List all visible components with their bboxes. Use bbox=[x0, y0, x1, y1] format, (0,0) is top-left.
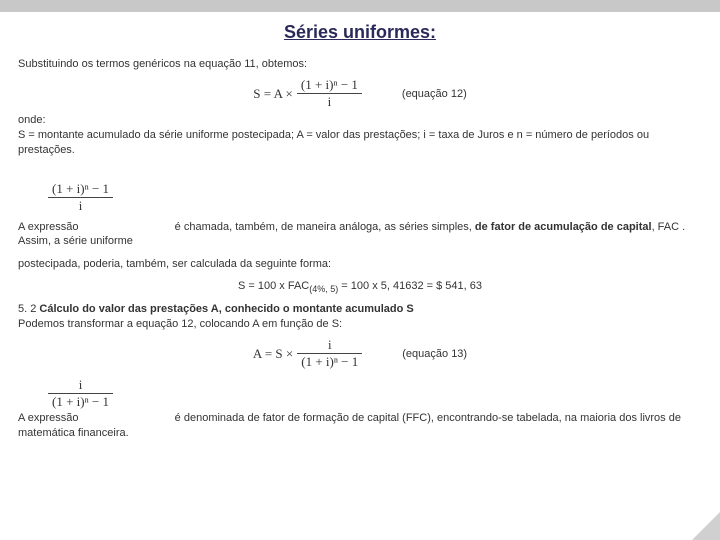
equation-13: A = S × i (1 + i)ⁿ − 1 (equação 13) bbox=[18, 338, 702, 370]
eq12-prefix: S = A × bbox=[253, 86, 293, 102]
eq12-den: i bbox=[297, 94, 362, 109]
onde-label: onde: bbox=[18, 114, 46, 126]
ffc-fraction-standalone: i (1 + i)ⁿ − 1 bbox=[48, 378, 113, 410]
eq13-prefix: A = S × bbox=[253, 346, 293, 362]
slide-content: Séries uniformes: Substituindo os termos… bbox=[0, 12, 720, 457]
ffc-tail: é denominada de fator de formação de cap… bbox=[18, 412, 681, 439]
fac-den: i bbox=[48, 198, 113, 213]
section52-num: 5. 2 bbox=[18, 303, 36, 315]
eq12-fraction: (1 + i)ⁿ − 1 i bbox=[297, 78, 362, 110]
onde-block: onde: S = montante acumulado da série un… bbox=[18, 113, 702, 158]
ffc-num: i bbox=[48, 378, 113, 394]
eq13-num: i bbox=[297, 338, 362, 354]
page-title: Séries uniformes: bbox=[18, 22, 702, 43]
calc-line: S = 100 x FAC(4%, 5) = 100 x 5, 41632 = … bbox=[18, 280, 702, 294]
eq12-num: (1 + i)ⁿ − 1 bbox=[297, 78, 362, 94]
section52-title: Cálculo do valor das prestações A, conhe… bbox=[39, 303, 413, 315]
fac-sentence: A expressão é chamada, também, de maneir… bbox=[18, 220, 702, 250]
fac-bold: de fator de acumulação de capital bbox=[475, 221, 652, 233]
eq13-expression: A = S × i (1 + i)ⁿ − 1 bbox=[253, 338, 362, 370]
eq13-den: (1 + i)ⁿ − 1 bbox=[297, 354, 362, 369]
equation-12: S = A × (1 + i)ⁿ − 1 i (equação 12) bbox=[18, 78, 702, 110]
fac-lead: A expressão bbox=[18, 221, 79, 233]
ffc-den: (1 + i)ⁿ − 1 bbox=[48, 394, 113, 409]
eq12-label: (equação 12) bbox=[402, 88, 467, 100]
page-corner-fold-icon bbox=[692, 512, 720, 540]
fac-tail-a: é chamada, também, de maneira análoga, a… bbox=[175, 221, 472, 233]
fac-fraction-standalone: (1 + i)ⁿ − 1 i bbox=[48, 182, 113, 214]
eq13-label: (equação 13) bbox=[402, 348, 467, 360]
intro-text: Substituindo os termos genéricos na equa… bbox=[18, 57, 702, 72]
fac-num: (1 + i)ⁿ − 1 bbox=[48, 182, 113, 198]
section52-body: Podemos transformar a equação 12, coloca… bbox=[18, 318, 342, 330]
eq13-fraction: i (1 + i)ⁿ − 1 bbox=[297, 338, 362, 370]
eq12-expression: S = A × (1 + i)ⁿ − 1 i bbox=[253, 78, 362, 110]
ffc-sentence: A expressão é denominada de fator de for… bbox=[18, 411, 702, 441]
section-5-2: 5. 2 Cálculo do valor das prestações A, … bbox=[18, 302, 702, 332]
postecipada-text: postecipada, poderia, também, ser calcul… bbox=[18, 257, 702, 272]
onde-text: S = montante acumulado da série uniforme… bbox=[18, 129, 649, 156]
slide-top-bar bbox=[0, 0, 720, 12]
fac-expression-line: (1 + i)ⁿ − 1 i bbox=[18, 182, 702, 218]
ffc-expression-line: i (1 + i)ⁿ − 1 bbox=[18, 378, 702, 410]
ffc-lead: A expressão bbox=[18, 412, 79, 424]
